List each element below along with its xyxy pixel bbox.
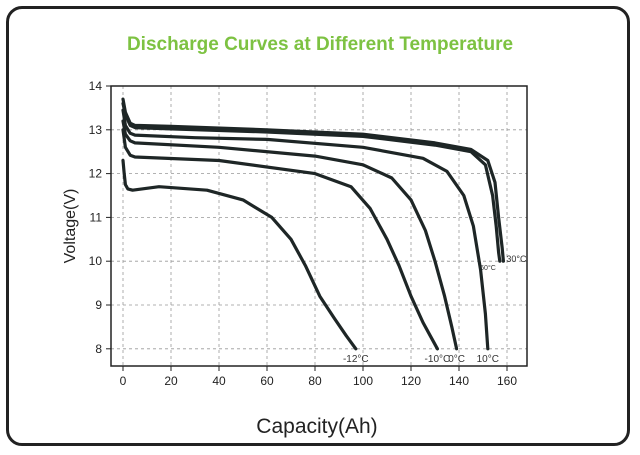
x-axis-label: Capacity(Ah) bbox=[256, 415, 377, 438]
y-tick-label: 9 bbox=[95, 298, 102, 312]
x-tick-label: 0 bbox=[120, 374, 127, 388]
card-border bbox=[6, 6, 630, 446]
y-tick-label: 14 bbox=[89, 79, 103, 93]
series-label: 30°C bbox=[506, 254, 527, 264]
series-label: 60°C bbox=[480, 264, 496, 272]
series-line-0°C bbox=[121, 119, 459, 351]
x-tick-label: 40 bbox=[212, 374, 226, 388]
y-tick-label: 10 bbox=[89, 254, 103, 268]
y-tick-label: 11 bbox=[90, 210, 103, 224]
series-line-30°C bbox=[121, 97, 505, 263]
series-line-60°C bbox=[121, 101, 502, 263]
chart-title: Discharge Curves at Different Temperatur… bbox=[126, 34, 514, 55]
y-axis-label: Voltage(V) bbox=[62, 189, 79, 264]
x-tick-label: 100 bbox=[353, 374, 373, 388]
series-line--10°C bbox=[121, 128, 439, 351]
series-label: -10°C bbox=[425, 354, 451, 365]
x-tick-label: 140 bbox=[449, 374, 469, 388]
y-tick-label: 8 bbox=[95, 342, 102, 356]
series-label: 10°C bbox=[477, 354, 499, 365]
y-tick-label: 13 bbox=[89, 123, 103, 137]
series-line--12°C bbox=[121, 158, 358, 351]
x-tick-label: 120 bbox=[401, 374, 421, 388]
x-tick-label: 20 bbox=[164, 374, 178, 388]
series-label: 0°C bbox=[448, 354, 465, 365]
series-label: -12°C bbox=[343, 354, 369, 365]
plot-frame bbox=[110, 85, 528, 367]
x-tick-label: 60 bbox=[260, 374, 274, 388]
x-tick-label: 80 bbox=[308, 374, 322, 388]
y-tick-label: 12 bbox=[89, 167, 103, 181]
series-line-10°C bbox=[121, 108, 490, 351]
x-tick-label: 160 bbox=[497, 374, 517, 388]
